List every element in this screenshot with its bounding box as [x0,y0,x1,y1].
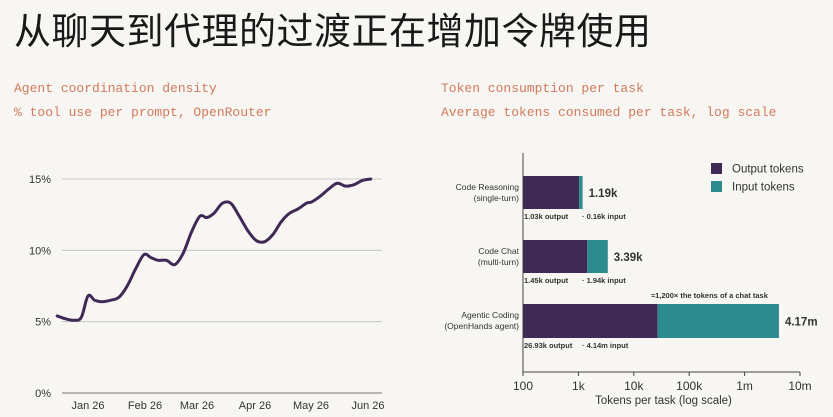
total-value-label: 3.39k [614,252,643,264]
input-value-label: · 4.14m input [582,341,629,350]
input-tokens-bar [657,304,779,338]
x-tick-label: Jun 26 [351,400,384,412]
category-label: Code Reasoning [456,182,520,192]
x-tick-label: 10k [624,379,644,393]
tool-use-series-line [55,177,373,322]
x-tick-label: Mar 26 [180,400,214,412]
input-tokens-bar [579,176,583,209]
output-tokens-bar [523,176,580,209]
y-tick-label: 0% [35,388,51,400]
right-chart-subheading: Average tokens consumed per task, log sc… [441,105,777,120]
x-tick-label: May 26 [293,400,329,412]
x-tick-label: 100 [513,379,533,393]
category-label: (multi-turn) [478,257,519,267]
output-tokens-bar [523,304,658,338]
legend-swatch [711,163,722,174]
output-value-label: 26.93k output [524,341,573,350]
legend-label: Input tokens [732,182,795,194]
page-title: 从聊天到代理的过渡正在增加令牌使用 [14,10,652,53]
x-axis-title: Tokens per task (log scale) [595,395,732,407]
right-chart-heading: Token consumption per task [441,81,644,96]
total-value-label: 4.17m [785,317,818,329]
left-chart-heading: Agent coordination density [14,81,217,96]
left-chart-subheading: % tool use per prompt, OpenRouter [14,105,272,120]
category-label: (single-turn) [474,193,520,203]
x-tick-label: Apr 26 [239,400,271,412]
x-tick-label: 1m [736,379,753,393]
category-label: Agentic Coding [461,310,519,320]
input-tokens-bar [587,240,608,273]
output-value-label: 1.03k output [524,212,569,221]
output-tokens-bar [523,240,588,273]
x-tick-label: 10m [788,379,811,393]
x-tick-label: Jan 26 [71,400,104,412]
total-value-label: 1.19k [589,188,618,200]
y-tick-label: 10% [29,245,51,257]
category-label: Code Chat [478,246,519,256]
y-tick-label: 5% [35,317,51,329]
y-tick-label: 15% [29,174,51,186]
x-tick-label: Feb 26 [128,400,162,412]
input-value-label: · 1.94k input [582,276,626,285]
input-value-label: · 0.16k input [582,212,626,221]
output-value-label: 1.45k output [524,276,569,285]
x-tick-label: 1k [572,379,586,393]
legend-label: Output tokens [732,164,804,176]
category-label: (OpenHands agent) [444,321,519,331]
legend-swatch [711,181,722,192]
x-tick-label: 100k [676,379,703,393]
chat-comparison-annotation: ≈1,200× the tokens of a chat task [651,291,769,300]
